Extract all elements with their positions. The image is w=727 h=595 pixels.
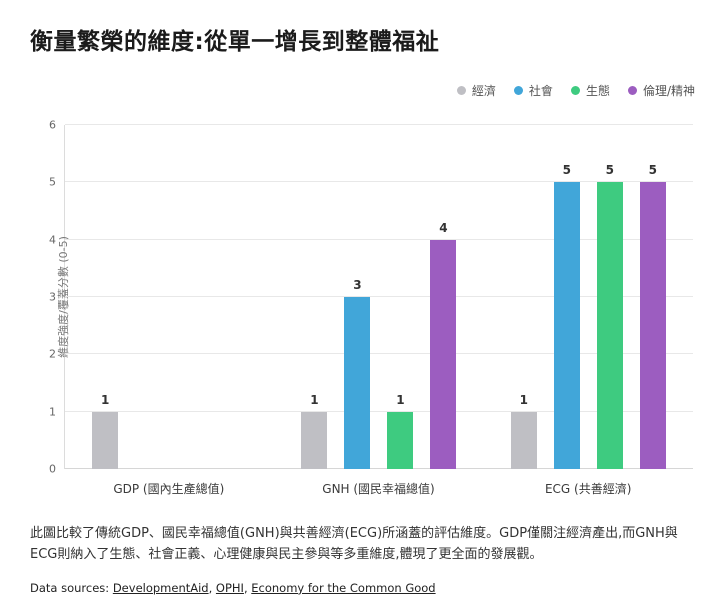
legend-label: 經濟: [471, 84, 496, 98]
sources-links: DevelopmentAid, OPHI, Economy for the Co…: [112, 580, 436, 595]
bar: [596, 182, 623, 469]
y-tick-label: 6: [49, 118, 56, 132]
chart-caption: 此圖比較了傳統GDP、國民幸福總值(GNH)與共善經濟(ECG)所涵蓋的評估維度…: [30, 526, 678, 563]
gridline: [65, 353, 693, 355]
gridline: [65, 124, 693, 125]
bar-slot: [221, 125, 247, 469]
legend: 經濟 社會 生態 倫理/精神: [30, 82, 695, 99]
gridline: [65, 296, 693, 297]
bar: [639, 182, 666, 469]
legend-item[interactable]: 倫理/精神: [627, 82, 695, 99]
bar-slot: 3: [344, 125, 371, 469]
legend-dot-icon: [456, 86, 466, 95]
bar-slot: 5: [596, 125, 623, 469]
bar: [553, 182, 580, 469]
source-link[interactable]: Economy for the Common Good: [251, 580, 436, 595]
sources-label: Data sources:: [30, 580, 113, 595]
bar-value-label: 3: [353, 278, 362, 292]
bar-slot: [135, 125, 161, 469]
legend-dot-icon: [627, 86, 637, 95]
bar: [301, 411, 328, 469]
bar-value-label: 1: [396, 392, 405, 407]
bar-group: 1: [65, 125, 274, 469]
y-tick-label: 5: [49, 175, 56, 189]
x-axis-labels: GDP (國內生產總值) GNH (國民幸福總值) ECG (共善經濟): [64, 480, 693, 497]
legend-label: 社會: [528, 84, 553, 98]
legend-item[interactable]: 經濟: [456, 82, 496, 99]
bar-slot: 1: [387, 125, 414, 469]
bar-slot: 5: [553, 125, 580, 469]
y-tick-label: 3: [49, 290, 56, 304]
bar: [430, 239, 457, 469]
gridline: [65, 468, 693, 469]
legend-label: 倫理/精神: [642, 84, 695, 98]
bar-slot: 1: [92, 125, 119, 469]
data-sources: Data sources: DevelopmentAid, OPHI, Econ…: [30, 581, 695, 595]
bar-slot: 5: [639, 125, 666, 469]
bar-value-label: 5: [648, 163, 657, 178]
bar-value-label: 5: [605, 163, 614, 178]
bar-slot: 4: [430, 125, 457, 469]
bar-slot: [178, 125, 204, 469]
legend-dot-icon: [570, 86, 580, 95]
bar-slot: 1: [301, 125, 328, 469]
legend-item[interactable]: 社會: [513, 82, 553, 99]
bar-value-label: 1: [100, 392, 110, 407]
bar-value-label: 5: [562, 163, 571, 178]
bar: [510, 411, 537, 469]
x-axis-label: ECG (共善經濟): [544, 482, 632, 496]
legend-dot-icon: [513, 86, 523, 95]
gridline: [65, 410, 693, 412]
legend-label: 生態: [585, 84, 610, 98]
y-tick-label: 0: [49, 462, 56, 476]
bar-value-label: 1: [519, 392, 528, 407]
y-tick-label: 2: [49, 347, 56, 361]
source-link[interactable]: DevelopmentAid: [112, 580, 209, 595]
bar-group: 1 3 1 4: [274, 125, 483, 469]
x-axis-label: GNH (國民幸福總值): [322, 482, 435, 496]
bar: [92, 411, 119, 469]
x-axis-label: GDP (國內生產總值): [113, 482, 225, 496]
legend-item[interactable]: 生態: [570, 82, 610, 99]
bar-slot: 1: [510, 125, 537, 469]
gridline: [65, 181, 693, 183]
bar-value-label: 4: [439, 220, 448, 235]
y-tick-label: 4: [49, 233, 56, 247]
gridline: [65, 238, 693, 240]
bar: [387, 411, 414, 469]
bar: [344, 297, 371, 469]
source-link[interactable]: OPHI: [215, 580, 244, 595]
y-tick-label: 1: [49, 405, 56, 419]
bar-value-label: 1: [310, 392, 319, 407]
page-title: 衡量繁榮的維度:從單一增長到整體福祉: [30, 29, 440, 55]
